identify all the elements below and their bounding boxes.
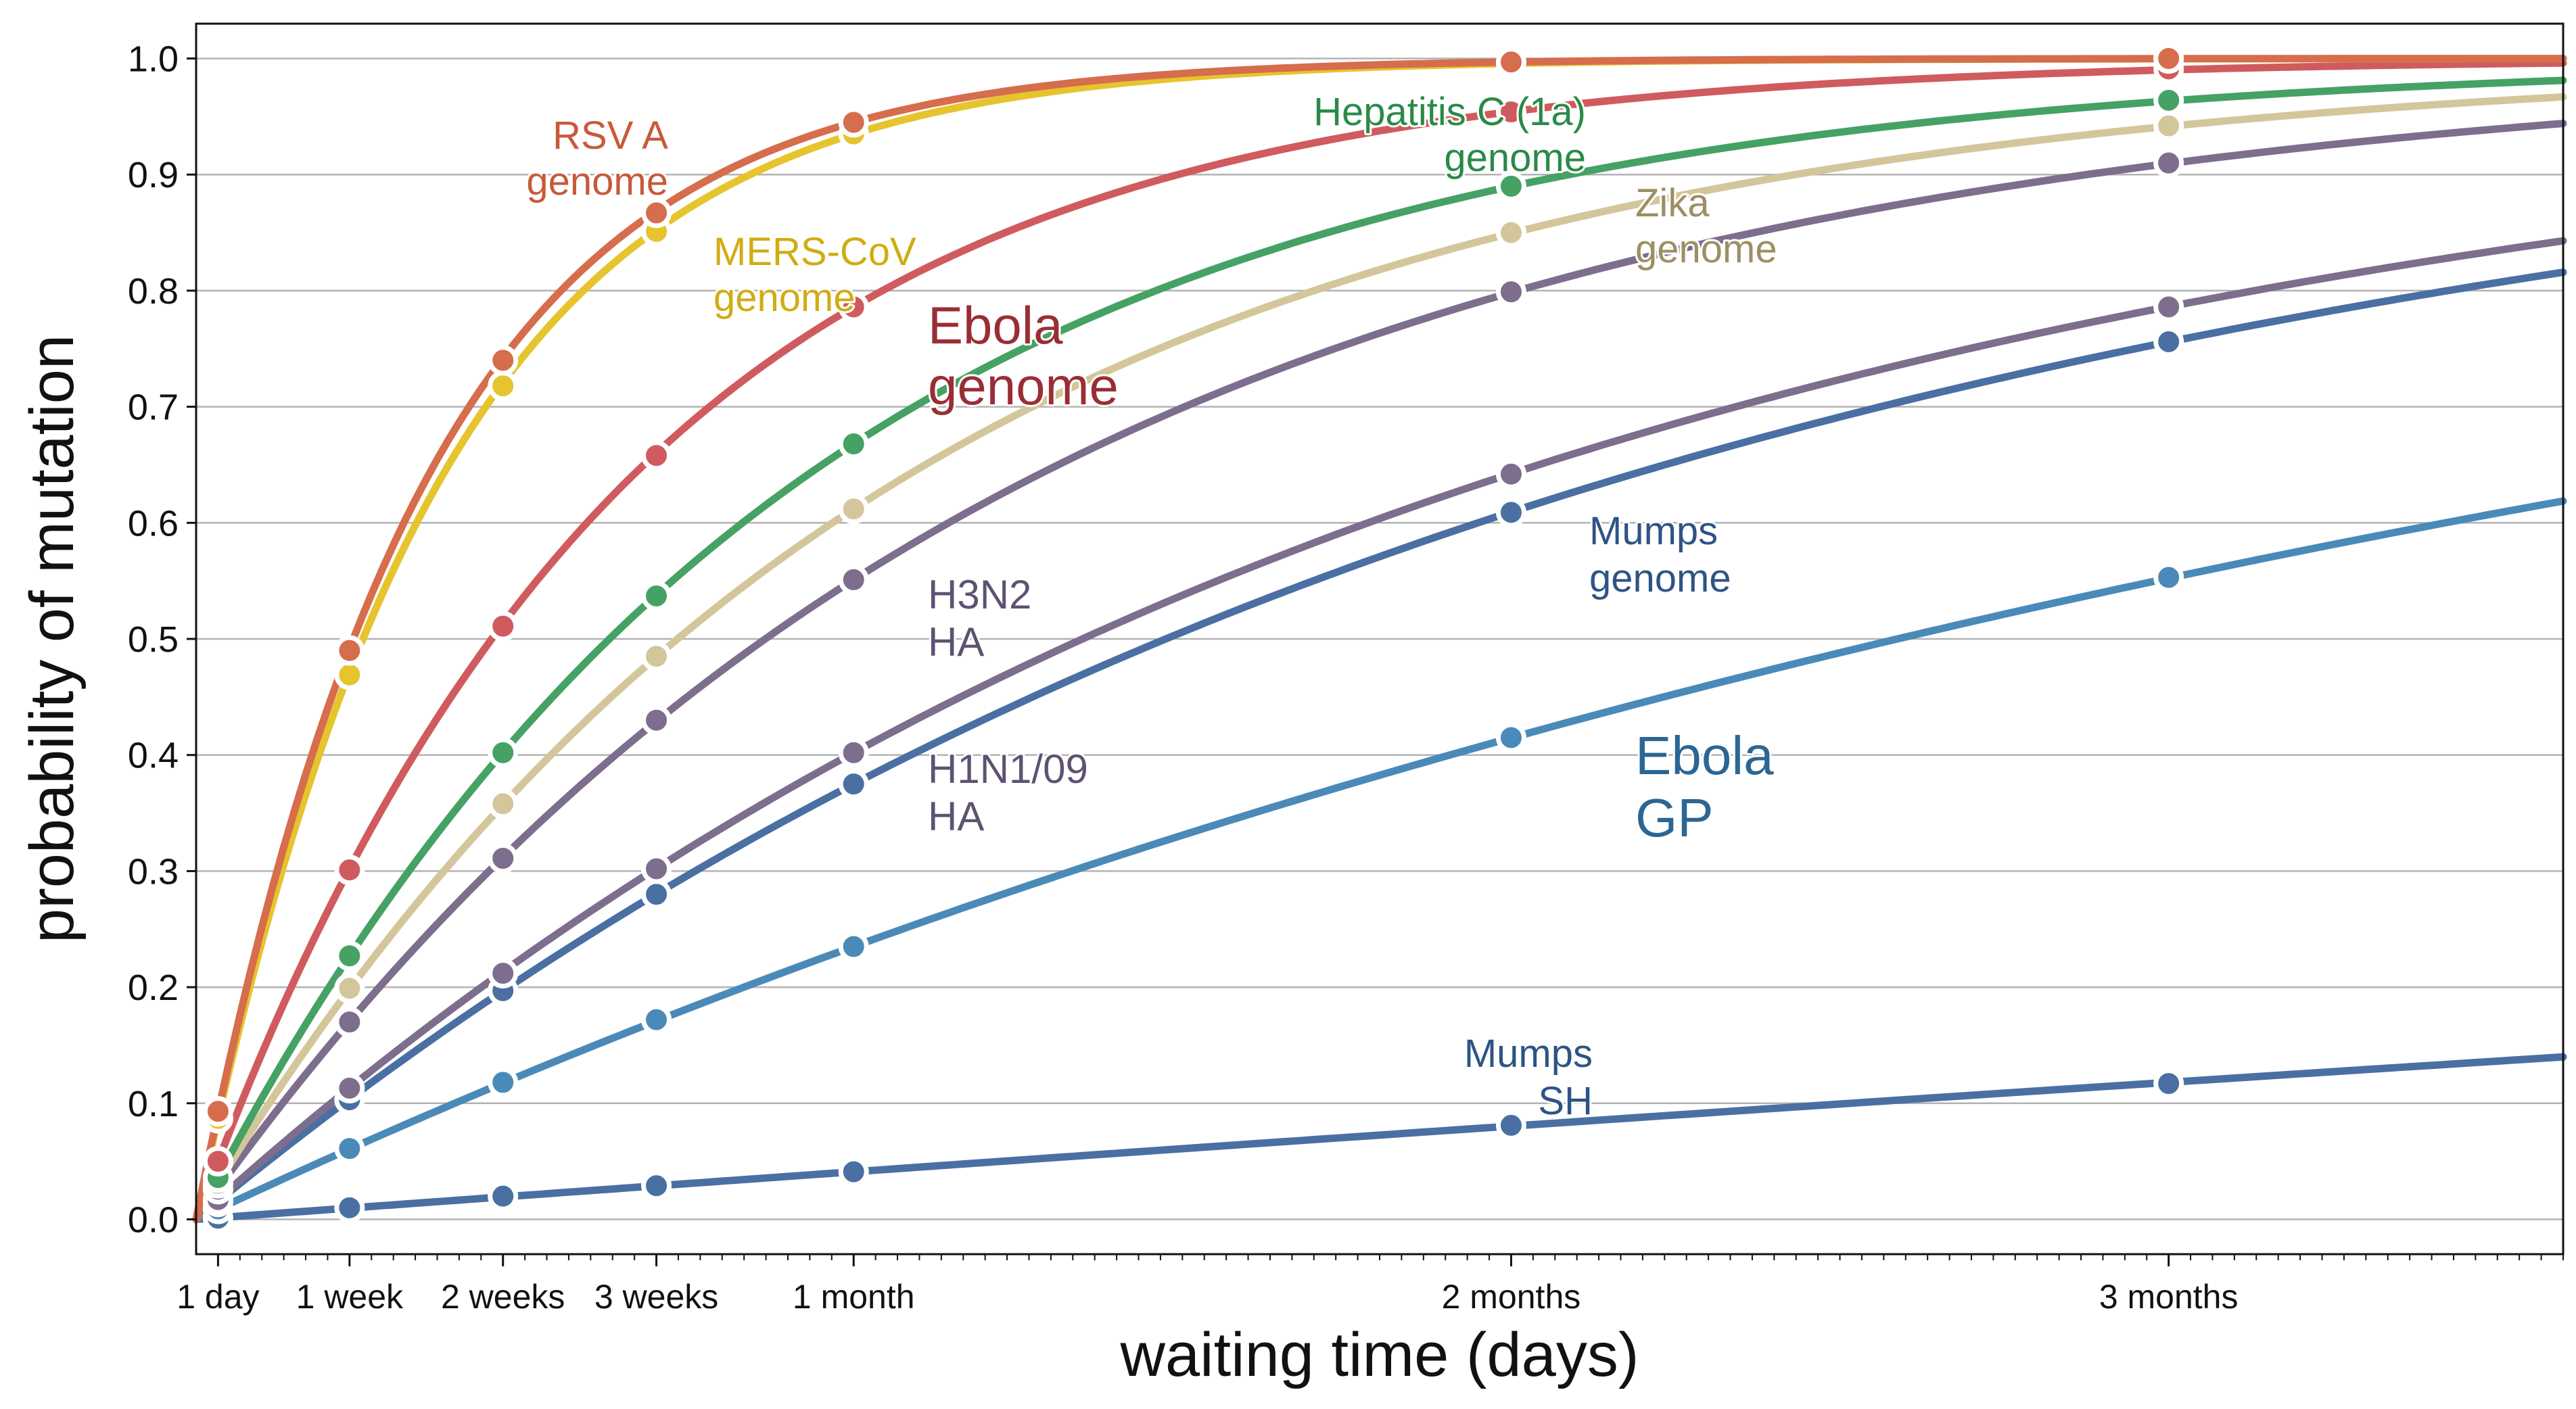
y-tick-label: 0.3 <box>128 851 179 892</box>
y-tick-label: 0.4 <box>128 736 179 776</box>
data-point-ebola-genome <box>838 291 869 323</box>
data-point-ebola-gp <box>334 1133 365 1164</box>
data-point-ebola-genome <box>1495 96 1526 127</box>
data-point-ebola-gp <box>488 1067 519 1098</box>
data-point-ebola-gp <box>2153 562 2184 593</box>
data-point-h1n1-09-ha <box>1495 458 1526 489</box>
y-tick-label: 0.6 <box>128 503 179 544</box>
data-point-h1n1-09-ha <box>641 853 672 884</box>
data-point-rsv-a-genome <box>202 1096 233 1127</box>
data-point-mumps-genome <box>1495 497 1526 528</box>
series-points <box>202 43 2184 1234</box>
data-point-zika-genome <box>334 973 365 1004</box>
data-point-ebola-gp <box>838 931 869 962</box>
y-tick-label: 0.7 <box>128 387 179 428</box>
data-point-h3n2-ha <box>838 564 869 595</box>
y-tick-label: 0.2 <box>128 968 179 1008</box>
data-point-hepatitis-c-1a-genome <box>488 737 519 768</box>
x-tick-label: 3 weeks <box>594 1278 718 1316</box>
data-point-h1n1-09-ha <box>334 1072 365 1103</box>
data-point-h3n2-ha <box>2153 147 2184 178</box>
y-tick-label: 0.0 <box>128 1199 179 1240</box>
series-label-mers-cov-genome: MERS-CoV genome <box>713 230 916 320</box>
data-point-h3n2-ha <box>334 1007 365 1038</box>
series-label-ebola-gp: Ebola GP <box>1635 725 1774 848</box>
data-point-rsv-a-genome <box>334 635 365 666</box>
data-point-zika-genome <box>838 494 869 525</box>
data-point-rsv-a-genome <box>2153 43 2184 74</box>
y-tick-label: 1.0 <box>128 39 179 80</box>
data-point-hepatitis-c-1a-genome <box>641 580 672 611</box>
x-tick-label: 2 months <box>1442 1278 1581 1316</box>
data-point-ebola-gp <box>1495 722 1526 753</box>
data-point-mumps-genome <box>838 769 869 800</box>
data-point-ebola-genome <box>202 1146 233 1177</box>
data-point-mumps-genome <box>641 879 672 910</box>
data-point-zika-genome <box>2153 110 2184 141</box>
data-point-zika-genome <box>488 788 519 819</box>
data-point-rsv-a-genome <box>1495 47 1526 78</box>
series-label-mumps-sh: Mumps SH <box>1464 1032 1593 1123</box>
data-point-hepatitis-c-1a-genome <box>334 940 365 972</box>
y-tick-label: 0.1 <box>128 1084 179 1124</box>
x-axis-title: waiting time (days) <box>1120 1320 1639 1389</box>
data-point-h1n1-09-ha <box>488 957 519 988</box>
x-tick-label: 1 month <box>793 1278 915 1316</box>
data-point-mers-cov-genome <box>334 659 365 690</box>
series-label-h3n2-ha: H3N2 HA <box>928 572 1031 665</box>
data-point-zika-genome <box>1495 217 1526 248</box>
data-point-rsv-a-genome <box>838 107 869 138</box>
data-point-rsv-a-genome <box>641 197 672 229</box>
data-point-ebola-gp <box>641 1004 672 1035</box>
data-point-h3n2-ha <box>1495 277 1526 308</box>
data-point-zika-genome <box>641 641 672 672</box>
y-tick-label: 0.5 <box>128 619 179 660</box>
data-point-h1n1-09-ha <box>838 737 869 768</box>
x-tick-label: 1 week <box>296 1278 404 1316</box>
data-point-h3n2-ha <box>641 704 672 736</box>
data-point-hepatitis-c-1a-genome <box>2153 85 2184 116</box>
x-tick-label: 2 weeks <box>441 1278 565 1316</box>
data-point-ebola-genome <box>334 855 365 886</box>
data-point-mers-cov-genome <box>488 371 519 402</box>
data-point-mumps-sh <box>1495 1109 1526 1141</box>
series-label-mumps-genome: Mumps genome <box>1589 509 1731 600</box>
data-point-h3n2-ha <box>488 843 519 874</box>
x-axis-ticks: 1 day 1 week 2 weeks 3 weeks 1 month 2 months… <box>177 1254 2564 1316</box>
series-label-h1n1-09-ha: H1N1/09 HA <box>928 746 1088 839</box>
data-point-mumps-sh <box>838 1156 869 1187</box>
data-point-h1n1-09-ha <box>2153 291 2184 323</box>
data-point-mumps-genome <box>2153 326 2184 357</box>
series-label-ebola-genome: Ebola genome <box>928 295 1119 416</box>
data-point-mumps-sh <box>641 1170 672 1201</box>
data-point-ebola-genome <box>488 611 519 642</box>
y-axis-title: probability of mutation <box>18 335 87 943</box>
y-tick-label: 0.9 <box>128 155 179 195</box>
series-labels: Mumps SH Ebola GP Mumps genome H1N1/09 HA H3N2 HA… <box>524 88 1779 1125</box>
x-tick-label: 1 day <box>177 1278 259 1316</box>
data-point-mumps-sh <box>488 1180 519 1212</box>
x-tick-label: 3 months <box>2099 1278 2239 1316</box>
data-point-rsv-a-genome <box>488 345 519 376</box>
data-point-ebola-genome <box>641 440 672 471</box>
y-axis-ticks: 0.0 0.1 0.2 0.3 0.4 0.5 0.6 0.7 0.8 0.9 1.0 <box>128 39 196 1240</box>
series-label-zika-genome: Zika genome <box>1635 181 1777 271</box>
data-point-mumps-sh <box>334 1192 365 1223</box>
series-label-hepatitis-c-1a-genome: Hepatitis C (1a) genome <box>1313 90 1586 180</box>
data-point-hepatitis-c-1a-genome <box>1495 170 1526 201</box>
data-point-hepatitis-c-1a-genome <box>838 429 869 460</box>
data-point-mumps-sh <box>2153 1068 2184 1099</box>
y-tick-label: 0.8 <box>128 271 179 312</box>
